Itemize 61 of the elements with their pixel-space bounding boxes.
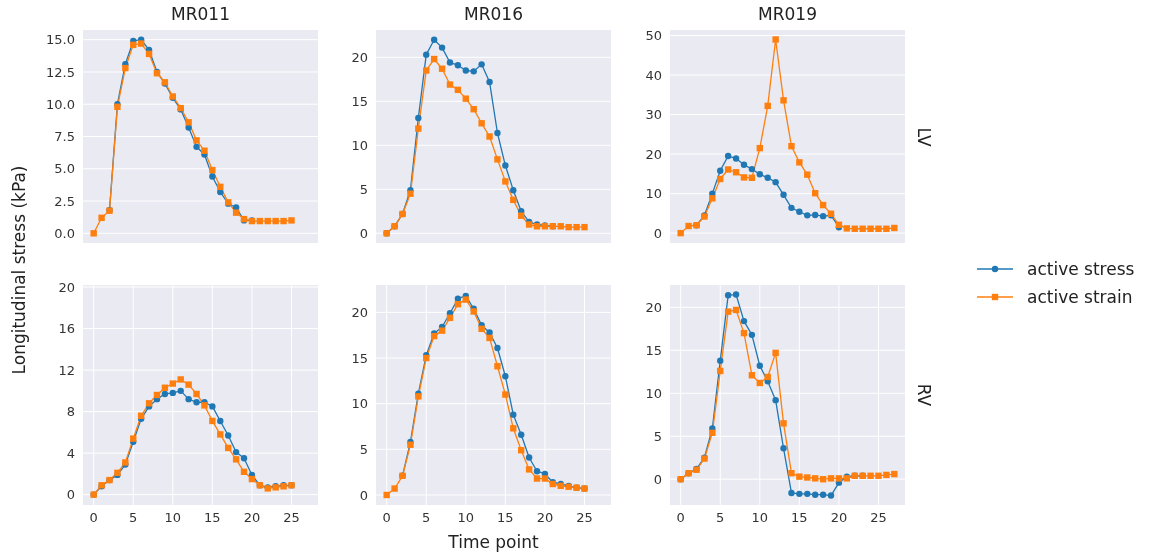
x-tick-label: 15 (791, 510, 808, 526)
y-tick-label: 12.5 (46, 64, 75, 80)
x-tick-label: 20 (243, 510, 261, 526)
y-tick-label: 15 (645, 342, 662, 358)
x-tick-label: 0 (89, 510, 98, 526)
y-tick-label: 20 (645, 299, 662, 315)
x-tick-label: 25 (576, 510, 593, 526)
chart-title: MR019 (758, 4, 817, 24)
y-tick-label: 20 (645, 146, 662, 162)
x-tick-label: 10 (751, 510, 769, 526)
x-tick-label: 5 (129, 510, 138, 526)
y-tick-label: 0 (653, 471, 662, 487)
x-axis-title: Time point (447, 532, 540, 552)
y-tick-label: 8 (66, 404, 75, 420)
x-tick-label: 15 (497, 510, 514, 526)
y-tick-label: 0 (66, 487, 75, 503)
y-tick-label: 15 (351, 350, 368, 366)
y-tick-label: 10 (351, 396, 368, 412)
legend-label: active strain (1027, 287, 1133, 307)
x-tick-label: 5 (716, 510, 725, 526)
y-tick-label: 10 (351, 137, 368, 153)
y-tick-label: 15 (351, 93, 368, 109)
y-tick-label: 10.0 (46, 96, 75, 112)
y-tick-label: 15.0 (46, 32, 75, 48)
y-tick-label: 0 (653, 225, 662, 241)
chart-title: MR016 (464, 4, 523, 24)
y-tick-label: 5.0 (54, 161, 75, 177)
y-axis-title: Longitudinal stress (kPa) (9, 165, 29, 375)
text: LV (913, 126, 934, 147)
y-tick-label: 5 (359, 441, 368, 457)
y-tick-label: 10 (645, 186, 662, 202)
y-tick-label: 0 (359, 225, 368, 241)
x-tick-label: 25 (283, 510, 300, 526)
y-tick-label: 20 (351, 49, 368, 65)
x-tick-label: 20 (830, 510, 848, 526)
x-tick-label: 20 (536, 510, 554, 526)
x-tick-label: 25 (870, 510, 887, 526)
y-tick-label: 0 (359, 487, 368, 503)
x-tick-label: 0 (676, 510, 685, 526)
text: RV (913, 383, 934, 407)
x-tick-label: 10 (164, 510, 182, 526)
y-tick-label: 50 (645, 28, 662, 44)
y-tick-label: 20 (351, 305, 368, 320)
x-tick-label: 0 (382, 510, 391, 526)
y-tick-label: 20 (58, 279, 75, 295)
chart-title: MR011 (171, 4, 230, 24)
y-tick-label: 5 (653, 428, 662, 444)
y-tick-label: 0.0 (54, 225, 75, 241)
y-tick-label: 30 (645, 107, 662, 123)
x-tick-label: 5 (422, 510, 431, 526)
x-tick-label: 10 (457, 510, 475, 526)
y-tick-label: 40 (645, 67, 662, 83)
y-tick-label: 10 (645, 385, 662, 401)
y-tick-label: 16 (58, 321, 75, 337)
y-tick-label: 2.5 (54, 193, 75, 209)
y-tick-label: 5 (359, 181, 368, 197)
y-tick-label: 7.5 (54, 129, 75, 145)
y-tick-label: 12 (58, 362, 75, 378)
legend-label: active stress (1027, 259, 1135, 279)
x-tick-label: 15 (204, 510, 221, 526)
y-tick-label: 4 (66, 445, 75, 461)
